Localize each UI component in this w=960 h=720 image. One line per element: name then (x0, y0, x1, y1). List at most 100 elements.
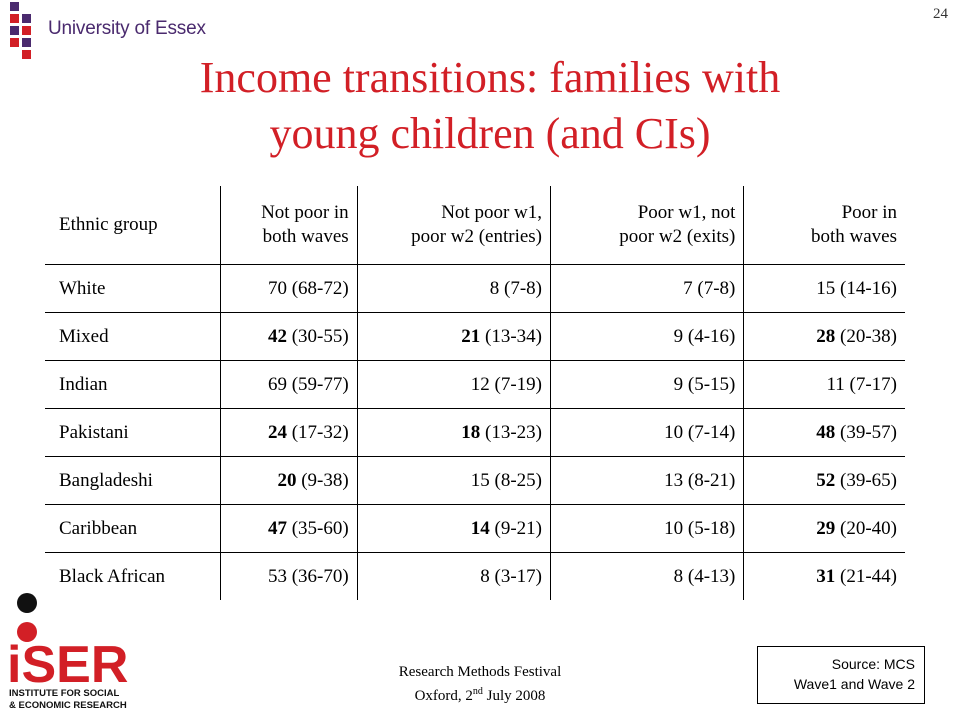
source-line-2: Wave1 and Wave 2 (793, 676, 915, 692)
confidence-interval: (3-17) (489, 565, 543, 587)
confidence-interval: (7-14) (683, 421, 736, 443)
confidence-interval: (36-70) (286, 565, 349, 587)
value-cell: 69 (59-77) (219, 360, 358, 409)
confidence-interval: (21-44) (835, 565, 897, 587)
footer-line-2: Oxford, 2nd July 2008 (414, 686, 546, 704)
value-cell: 42 (30-55) (219, 312, 358, 361)
title-line-1: Income transitions: families with (199, 53, 781, 102)
value-cell: 15 (14-16) (743, 264, 905, 313)
source-note: Source: MCS Wave1 and Wave 2 (757, 646, 925, 704)
value-cell: 53 (36-70) (219, 552, 358, 600)
slide-title: Income transitions: families with young … (60, 50, 920, 162)
value-cell: 52 (39-65) (743, 456, 905, 505)
confidence-interval: (7-8) (692, 277, 736, 299)
confidence-interval: (8-25) (489, 469, 543, 491)
estimate-value: 10 (664, 421, 684, 443)
confidence-interval: (7-17) (844, 373, 897, 395)
confidence-interval: (59-77) (286, 373, 349, 395)
header-entries: Not poor w1, poor w2 (entries) (356, 186, 551, 265)
estimate-value: 18 (461, 421, 481, 443)
value-cell: 9 (4-16) (550, 312, 744, 361)
estimate-value: 9 (673, 373, 684, 395)
value-cell: 21 (13-34) (356, 312, 551, 361)
table-row: Bangladeshi 20 (9-38) 15 (8-25) 13 (8-21) 52… (45, 456, 905, 505)
ethnic-group-cell: Indian (59, 373, 108, 395)
value-cell: 10 (5-18) (550, 504, 744, 553)
ethnic-group-cell: Black African (59, 565, 166, 587)
iser-wordmark: iSER (7, 636, 128, 694)
confidence-interval: (9-21) (489, 517, 543, 539)
estimate-value: 8 (673, 565, 684, 587)
confidence-interval: (4-16) (683, 325, 736, 347)
estimate-value: 15 (816, 277, 836, 299)
ethnic-group-cell: Caribbean (59, 517, 138, 539)
value-cell: 9 (5-15) (550, 360, 744, 409)
estimate-value: 9 (673, 325, 684, 347)
ethnic-group-cell: White (59, 277, 106, 299)
value-cell: 18 (13-23) (356, 408, 551, 457)
confidence-interval: (17-32) (286, 421, 349, 443)
table-row: Mixed 42 (30-55) 21 (13-34) 9 (4-16) 28 (20-… (45, 312, 905, 361)
income-transitions-table: Ethnic group Not poor in both waves Not p… (45, 186, 905, 600)
value-cell: 8 (3-17) (356, 552, 551, 600)
value-cell: 13 (8-21) (550, 456, 744, 505)
iser-line-1: INSTITUTE FOR SOCIAL (9, 688, 120, 699)
estimate-value: 8 (489, 277, 500, 299)
confidence-interval: (9-38) (296, 469, 349, 491)
confidence-interval: (7-19) (489, 373, 543, 395)
value-cell: 70 (68-72) (219, 264, 358, 313)
table-row: Caribbean 47 (35-60) 14 (9-21) 10 (5-18) 29 … (45, 504, 905, 553)
estimate-value: 29 (816, 517, 836, 539)
header-not-poor-both: Not poor in both waves (219, 186, 358, 265)
source-line-1: Source: MCS (831, 656, 915, 672)
estimate-value: 48 (816, 421, 836, 443)
value-cell: 29 (20-40) (743, 504, 905, 553)
confidence-interval: (68-72) (286, 277, 349, 299)
value-cell: 15 (8-25) (356, 456, 551, 505)
confidence-interval: (39-65) (835, 469, 897, 491)
value-cell: 48 (39-57) (743, 408, 905, 457)
table-row: Indian 69 (59-77) 12 (7-19) 9 (5-15) 11 (7-1… (45, 360, 905, 409)
footer-line-1: Research Methods Festival (398, 664, 562, 680)
table-row: Pakistani 24 (17-32) 18 (13-23) 10 (7-14) 48… (45, 408, 905, 457)
value-cell: 31 (21-44) (743, 552, 905, 600)
header-exits: Poor w1, not poor w2 (exits) (550, 186, 744, 265)
estimate-value: 15 (470, 469, 490, 491)
estimate-value: 69 (267, 373, 287, 395)
confidence-interval: (7-8) (499, 277, 543, 299)
estimate-value: 14 (470, 517, 490, 539)
header-poor-both: Poor in both waves (743, 186, 905, 265)
page-number: 24 (933, 6, 948, 22)
university-logo-squares (10, 2, 42, 66)
ethnic-group-cell: Pakistani (59, 421, 129, 443)
table-row: Black African 53 (36-70) 8 (3-17) 8 (4-13) 3… (45, 552, 905, 600)
estimate-value: 31 (816, 565, 836, 587)
confidence-interval: (14-16) (835, 277, 897, 299)
estimate-value: 52 (816, 469, 836, 491)
confidence-interval: (5-18) (683, 517, 736, 539)
iser-logo: iSER INSTITUTE FOR SOCIAL & ECONOMIC RES… (7, 593, 128, 711)
value-cell: 8 (4-13) (550, 552, 744, 600)
value-cell: 20 (9-38) (219, 456, 358, 505)
header-ethnic-group: Ethnic group (59, 214, 158, 235)
estimate-value: 13 (664, 469, 684, 491)
confidence-interval: (35-60) (286, 517, 349, 539)
estimate-value: 42 (267, 325, 287, 347)
value-cell: 11 (7-17) (743, 360, 905, 409)
estimate-value: 10 (664, 517, 684, 539)
value-cell: 7 (7-8) (550, 264, 744, 313)
ethnic-group-cell: Bangladeshi (59, 469, 153, 491)
value-cell: 14 (9-21) (356, 504, 551, 553)
confidence-interval: (39-57) (835, 421, 897, 443)
table-row: White 70 (68-72) 8 (7-8) 7 (7-8) 15 (14-16) (45, 264, 905, 313)
confidence-interval: (20-40) (835, 517, 897, 539)
value-cell: 12 (7-19) (356, 360, 551, 409)
footer: Research Methods Festival Oxford, 2nd Ju… (330, 662, 630, 706)
value-cell: 24 (17-32) (219, 408, 358, 457)
confidence-interval: (5-15) (683, 373, 736, 395)
estimate-value: 7 (683, 277, 693, 299)
value-cell: 28 (20-38) (743, 312, 905, 361)
estimate-value: 21 (461, 325, 481, 347)
confidence-interval: (20-38) (835, 325, 897, 347)
confidence-interval: (13-23) (480, 421, 543, 443)
